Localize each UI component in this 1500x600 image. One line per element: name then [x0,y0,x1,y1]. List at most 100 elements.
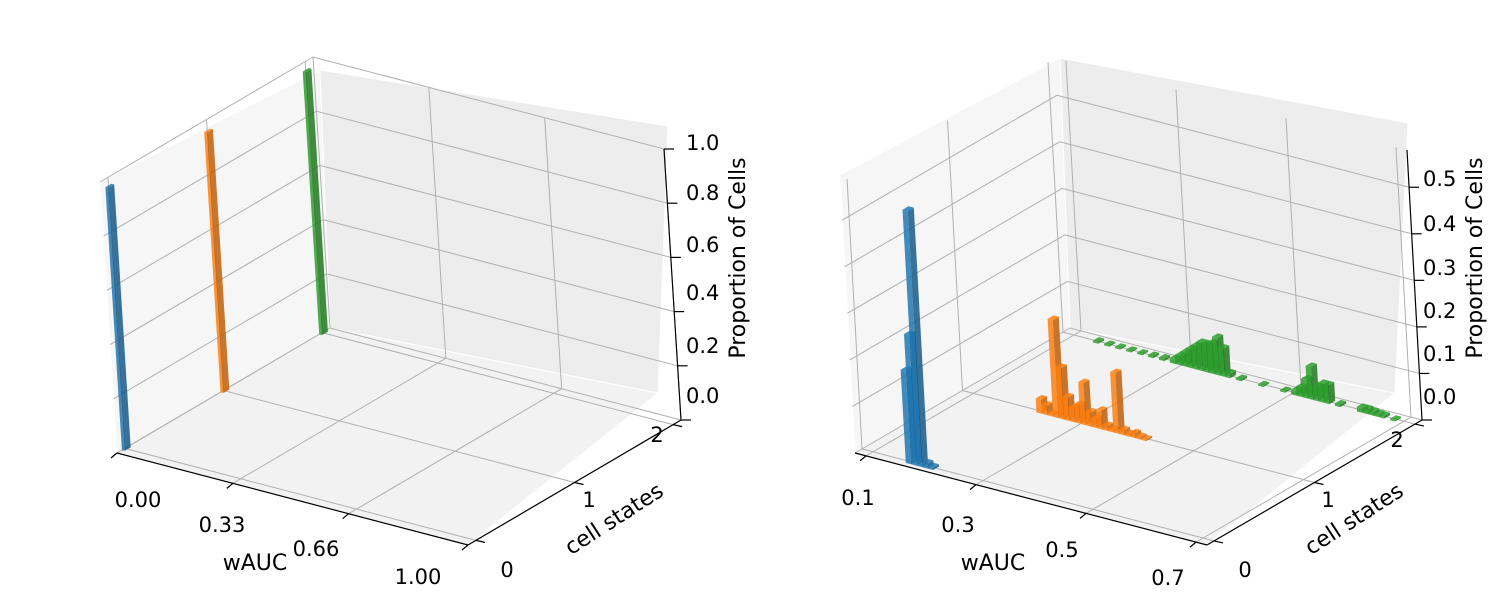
z-tick-labels: 0.0 0.2 0.4 0.6 0.8 1.0 [686,131,719,408]
y-tick-labels: 0 1 2 [1238,428,1403,582]
y-tick-label: 1 [1321,488,1334,512]
y-tick [1314,481,1324,486]
z-gridline [323,219,675,313]
z-gridline [841,94,1058,221]
bar-state-0 [927,462,939,470]
z-gridline [1062,187,1415,281]
bar-state-2 [1103,340,1116,347]
x-axis-line [116,452,469,546]
y-tick-label: 2 [650,423,663,447]
bar-state-2 [1147,351,1160,359]
x-axis-label: wAUC [961,551,1026,576]
y-axis-label: cell states [561,479,669,561]
x-gridline [312,56,331,329]
y-tick-label: 0 [1238,558,1251,582]
z-gridline [854,327,1071,454]
z-gridline [1059,141,1412,235]
z-gridline [316,110,668,204]
z-gridline [319,164,671,258]
z-gridline [99,56,314,183]
bar-state-1 [204,128,230,394]
z-gridline [1067,280,1420,374]
bar-state-2 [1279,386,1292,393]
y-gridline [1047,62,1064,333]
x-tick [1079,512,1087,519]
z-tick-label: 1.0 [686,131,719,155]
y-gridline [846,178,863,449]
y-tick-label: 1 [582,488,595,512]
x-gridline [1175,89,1192,360]
z-gridline [852,281,1068,407]
x-gridline [1285,118,1302,389]
y-gridline [321,332,674,426]
bar-state-2 [1378,411,1391,419]
y-tick-labels: 0 1 2 [500,423,663,582]
z-tick-labels: 0.0 0.1 0.2 0.3 0.4 0.5 [1423,167,1456,409]
z-axis-line [1406,149,1423,421]
bars [900,206,1402,470]
pane-back-right [319,69,669,394]
z-tick-label: 0.8 [686,181,719,205]
bar-state-2 [1235,374,1248,382]
right-3d-bar-chart: 0.1 0.3 0.5 0.7 0 1 2 0.0 0.1 0.2 0.3 0.… [839,57,1488,590]
pane-back-right [1059,57,1409,394]
x-tick-label: 0.1 [841,486,874,510]
x-tick-label: 0.7 [1151,566,1184,590]
bar-state-1 [1140,434,1153,442]
z-gridline [846,187,1063,314]
z-tick-label: 0.0 [686,384,719,408]
x-tick [1189,541,1197,548]
y-gridline [124,447,477,541]
x-tick [859,455,867,462]
bar-state-1 [1110,368,1125,434]
y-tick [475,539,486,543]
y-tick [672,424,683,428]
z-gridline [1056,94,1410,188]
z-tick-label: 0.1 [1423,342,1456,366]
bar-state-2 [1334,399,1347,408]
bars [105,68,328,451]
y-gridline [223,390,575,483]
z-gridline [849,234,1066,361]
bar-state-0 [902,206,928,468]
tick-marks [110,148,691,551]
z-gridline [844,141,1060,268]
x-tick-label: 0.00 [115,488,162,512]
z-gridline [329,327,682,421]
z-gridline [1064,234,1417,328]
x-gridline [428,87,447,359]
tick-marks [859,186,1432,548]
x-gridline [1065,60,1082,331]
bar-state-0 [105,183,131,451]
z-gridline [312,56,665,150]
z-tick-label: 0.6 [686,233,719,257]
gridlines [841,60,1423,543]
bar-state-2 [1224,368,1237,379]
z-gridline [326,273,678,367]
z-axis-line [663,148,682,421]
y-gridline [947,120,963,391]
bar-state-2 [1389,415,1402,422]
x-axis-line [854,452,1208,546]
x-tick [226,482,234,489]
z-tick-label: 0.3 [1423,256,1456,280]
y-tick-label: 0 [500,558,513,582]
x-tick [969,484,977,491]
x-tick [461,544,469,551]
z-tick-label: 0.4 [686,281,719,305]
x-tick [342,513,350,520]
y-axis-label: cell states [1301,479,1409,561]
x-gridline [1395,147,1412,418]
x-gridline [544,117,563,389]
x-tick [110,452,118,459]
z-axis-label: Proportion of Cells [726,157,751,358]
z-axis-label: Proportion of Cells [1463,157,1488,358]
bar-state-2 [1136,349,1149,356]
left-3d-bar-chart: 0.00 0.33 0.66 1.00 0 1 2 0.0 0.2 0.4 0.… [99,56,751,589]
y-tick [574,481,584,486]
bar-state-2 [1125,346,1138,353]
y-tick-label: 2 [1390,428,1403,452]
bar-state-2 [1114,343,1127,350]
x-tick-label: 0.66 [293,537,340,561]
